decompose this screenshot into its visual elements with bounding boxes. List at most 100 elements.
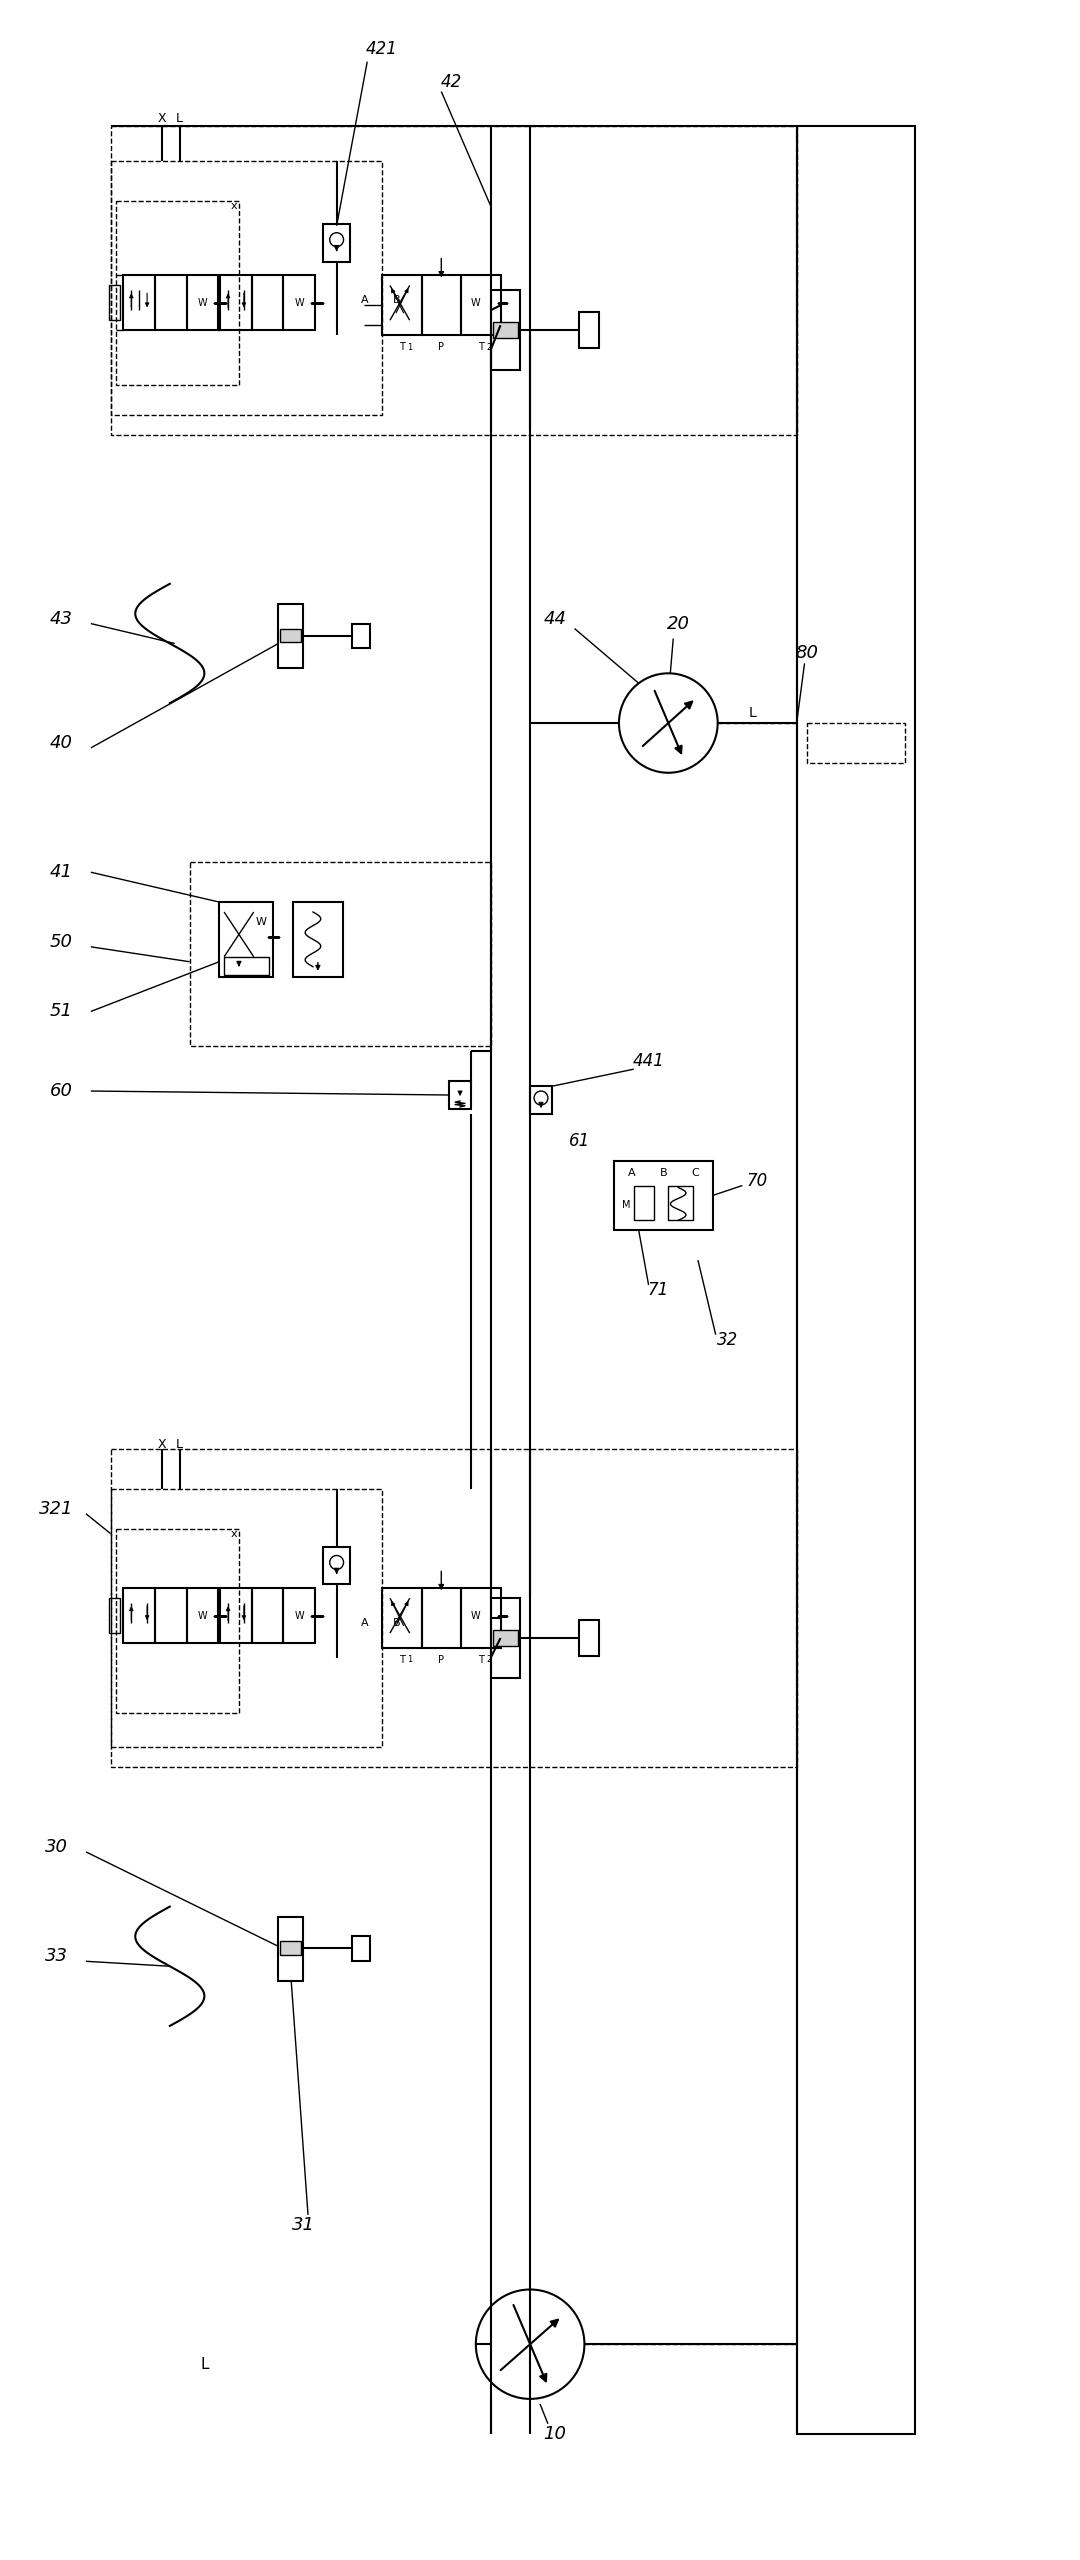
Text: X: X bbox=[158, 113, 166, 125]
Text: 42: 42 bbox=[441, 72, 462, 90]
Bar bbox=[490, 289, 521, 371]
Text: T: T bbox=[399, 1654, 405, 1664]
Bar bbox=[109, 1597, 121, 1633]
Text: P: P bbox=[438, 1654, 444, 1664]
Bar bbox=[323, 1546, 351, 1585]
Text: 2: 2 bbox=[486, 343, 491, 351]
Text: 2: 2 bbox=[486, 1656, 491, 1664]
Bar bbox=[116, 200, 239, 384]
Text: T: T bbox=[477, 343, 484, 353]
Text: W: W bbox=[295, 300, 303, 307]
Circle shape bbox=[535, 1091, 548, 1106]
Bar bbox=[669, 1185, 693, 1221]
Bar bbox=[109, 284, 121, 320]
Bar bbox=[116, 1528, 239, 1713]
Circle shape bbox=[329, 233, 343, 246]
Bar bbox=[219, 901, 273, 978]
Circle shape bbox=[329, 1556, 343, 1569]
Bar bbox=[225, 957, 269, 975]
Bar bbox=[490, 1597, 521, 1677]
Text: 60: 60 bbox=[50, 1083, 72, 1101]
Bar bbox=[580, 312, 599, 348]
Text: 51: 51 bbox=[50, 1004, 72, 1021]
Text: 33: 33 bbox=[44, 1948, 68, 1966]
Text: W: W bbox=[198, 300, 207, 307]
Text: L: L bbox=[176, 113, 184, 125]
Bar bbox=[461, 276, 500, 335]
Text: 41: 41 bbox=[50, 863, 72, 881]
Bar bbox=[252, 276, 283, 330]
Bar bbox=[281, 630, 301, 643]
Text: T: T bbox=[399, 343, 405, 353]
Bar bbox=[352, 625, 370, 648]
Bar bbox=[634, 1185, 653, 1221]
Bar bbox=[382, 1587, 421, 1649]
Text: C: C bbox=[691, 1167, 699, 1178]
Bar bbox=[293, 901, 342, 978]
Text: M: M bbox=[622, 1201, 630, 1211]
Bar bbox=[123, 276, 156, 330]
Text: x: x bbox=[231, 1528, 238, 1539]
Text: 20: 20 bbox=[666, 614, 690, 632]
Text: W: W bbox=[198, 1610, 207, 1620]
Text: 44: 44 bbox=[543, 609, 566, 627]
Text: B: B bbox=[393, 1618, 401, 1628]
Bar bbox=[352, 1935, 370, 1961]
Text: A: A bbox=[361, 294, 368, 305]
Text: A: A bbox=[361, 1618, 368, 1628]
Bar bbox=[530, 1085, 552, 1114]
Text: 43: 43 bbox=[50, 609, 72, 627]
Text: L: L bbox=[200, 2358, 208, 2371]
Text: T: T bbox=[477, 1654, 484, 1664]
Text: 10: 10 bbox=[543, 2424, 566, 2442]
Bar bbox=[797, 125, 915, 2435]
Bar bbox=[492, 1631, 518, 1646]
Text: 441: 441 bbox=[633, 1052, 664, 1070]
Text: 70: 70 bbox=[746, 1172, 768, 1190]
Bar bbox=[220, 276, 252, 330]
Bar bbox=[615, 1160, 713, 1231]
Bar bbox=[279, 604, 303, 668]
Bar bbox=[187, 1587, 218, 1644]
Text: 321: 321 bbox=[39, 1500, 73, 1518]
Text: x: x bbox=[231, 200, 238, 210]
Text: 1: 1 bbox=[407, 1656, 413, 1664]
Text: B: B bbox=[660, 1167, 667, 1178]
Bar bbox=[283, 276, 315, 330]
Text: X: X bbox=[158, 1439, 166, 1452]
Bar bbox=[492, 323, 518, 338]
Bar bbox=[807, 722, 905, 763]
Text: 40: 40 bbox=[50, 735, 72, 753]
Text: 421: 421 bbox=[366, 41, 399, 59]
Text: 61: 61 bbox=[569, 1132, 590, 1149]
Text: B: B bbox=[393, 294, 401, 305]
Text: P: P bbox=[438, 343, 444, 353]
Circle shape bbox=[476, 2289, 584, 2399]
Bar bbox=[123, 1587, 156, 1644]
Circle shape bbox=[619, 673, 718, 773]
Bar bbox=[580, 1620, 599, 1656]
Text: W: W bbox=[471, 300, 481, 307]
Text: L: L bbox=[748, 707, 756, 719]
Bar bbox=[220, 1587, 252, 1644]
Bar bbox=[156, 1587, 187, 1644]
Bar bbox=[190, 863, 490, 1047]
Bar bbox=[323, 223, 351, 261]
Bar bbox=[281, 1940, 301, 1956]
Bar bbox=[110, 1490, 382, 1748]
Text: W: W bbox=[471, 1610, 481, 1620]
Bar bbox=[461, 1587, 500, 1649]
Bar bbox=[110, 1449, 797, 1766]
Bar bbox=[187, 276, 218, 330]
Bar bbox=[110, 125, 797, 435]
Bar bbox=[449, 1080, 471, 1108]
Bar bbox=[279, 1917, 303, 1981]
Bar bbox=[421, 1587, 461, 1649]
Text: 32: 32 bbox=[717, 1331, 739, 1349]
Text: 71: 71 bbox=[648, 1280, 670, 1298]
Text: 80: 80 bbox=[795, 645, 818, 663]
Text: 31: 31 bbox=[292, 2217, 314, 2235]
Bar bbox=[110, 161, 382, 415]
Text: A: A bbox=[627, 1167, 636, 1178]
Bar bbox=[283, 1587, 315, 1644]
